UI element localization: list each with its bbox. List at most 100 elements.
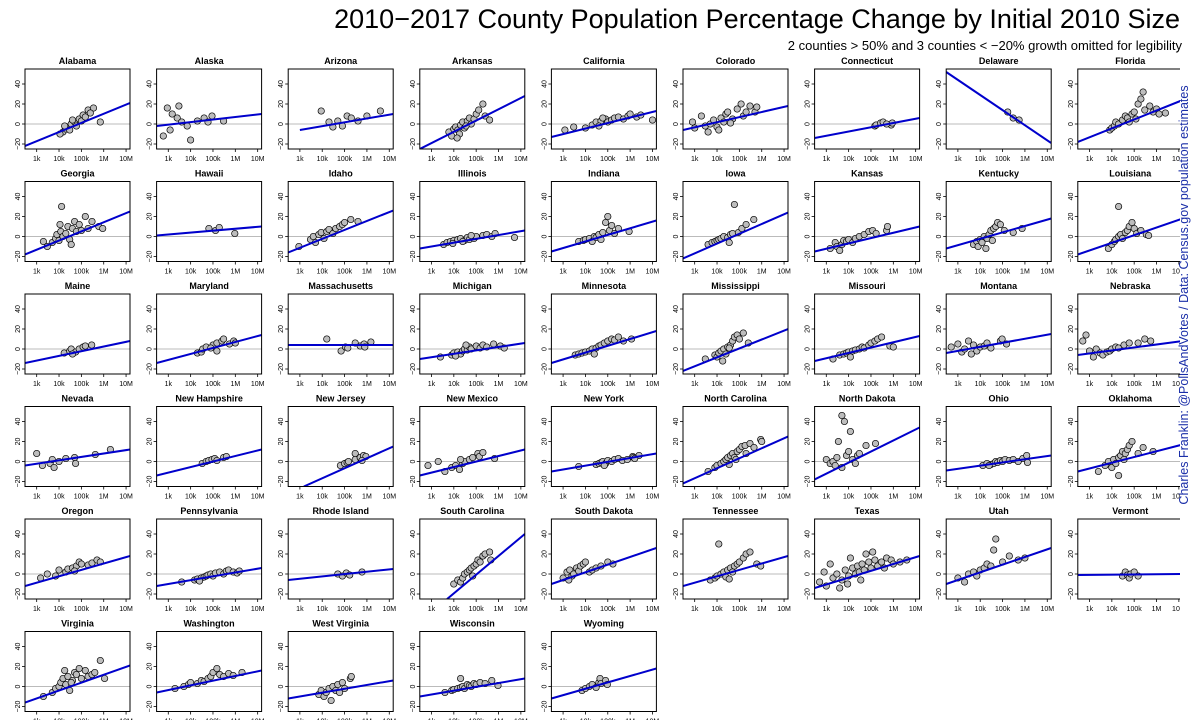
data-point — [961, 578, 969, 586]
x-tick-label: 1k — [296, 269, 304, 276]
data-point — [1161, 109, 1169, 117]
data-point — [724, 108, 732, 116]
data-point — [715, 126, 723, 134]
data-point — [1128, 218, 1136, 227]
panel-frame — [156, 293, 263, 375]
y-tick-label: −20 — [410, 700, 417, 712]
y-tick-label: −20 — [278, 138, 285, 150]
data-point — [725, 575, 733, 583]
y-tick-label: 0 — [15, 122, 22, 126]
data-point — [599, 114, 607, 122]
fit-line — [946, 71, 1052, 144]
y-tick-label: −20 — [15, 363, 22, 375]
y-tick-label: 0 — [410, 122, 417, 126]
x-tick-label: 1M — [362, 606, 372, 613]
fit-line — [814, 225, 920, 253]
x-tick-label: 1M — [362, 156, 372, 163]
x-tick-label: 1k — [1086, 269, 1094, 276]
y-tick-label: −20 — [673, 363, 680, 375]
panel-arkansas: Arkansas 1k 10k 100k 1M 10M −20 0 20 40 — [410, 56, 528, 163]
x-tick-label: 10M — [514, 606, 528, 613]
x-tick-label: 1k — [823, 381, 831, 388]
y-tick-label: 20 — [147, 438, 154, 446]
data-point — [208, 112, 216, 120]
y-tick-label: 40 — [15, 305, 22, 313]
y-tick-label: 20 — [278, 325, 285, 333]
y-tick-label: −20 — [673, 138, 680, 150]
y-tick-label: 20 — [805, 325, 812, 333]
x-tick-label: 1M — [230, 381, 240, 388]
data-point — [1141, 335, 1149, 343]
y-tick-label: 0 — [936, 459, 943, 463]
fit-line — [551, 110, 657, 138]
panel-title: Mississippi — [711, 281, 760, 291]
panel-title: Illinois — [458, 169, 487, 179]
y-tick-label: 20 — [1068, 213, 1075, 221]
y-tick-label: 0 — [541, 459, 548, 463]
data-point — [55, 566, 63, 574]
data-point — [954, 340, 962, 348]
panel-title: Iowa — [725, 169, 746, 179]
y-tick-label: 20 — [15, 663, 22, 671]
x-tick-label: 10M — [514, 269, 528, 276]
panel-title: North Dakota — [839, 394, 896, 404]
data-point — [730, 200, 738, 209]
y-tick-label: 0 — [15, 234, 22, 238]
panel-title: Missouri — [849, 281, 886, 291]
data-point — [490, 340, 498, 348]
y-tick-label: 20 — [410, 438, 417, 446]
x-tick-label: 1M — [757, 381, 767, 388]
x-tick-label: 10k — [448, 269, 460, 276]
fit-line — [551, 452, 657, 473]
x-tick-label: 10k — [53, 269, 65, 276]
data-point — [737, 100, 745, 108]
x-tick-label: 1M — [494, 719, 504, 720]
data-point — [231, 229, 239, 238]
fit-line — [25, 555, 130, 587]
panel-frame — [1077, 181, 1180, 262]
data-point — [1115, 471, 1123, 480]
panel-frame — [1077, 518, 1180, 600]
fit-line — [1077, 444, 1180, 473]
panel-title: Pennsylvania — [180, 506, 239, 516]
x-tick-label: 100k — [469, 269, 485, 276]
x-tick-label: 1k — [1086, 606, 1094, 613]
x-tick-label: 100k — [337, 606, 353, 613]
data-point — [992, 535, 1000, 543]
y-tick-label: 20 — [805, 550, 812, 558]
x-tick-label: 100k — [863, 156, 879, 163]
data-points — [826, 222, 892, 255]
panel-title: Nebraska — [1110, 281, 1152, 291]
panel-frame — [550, 68, 657, 150]
panel-washington: Washington 1k 10k 100k 1M 10M −20 0 20 40 — [147, 619, 265, 720]
x-tick-label: 10k — [711, 381, 723, 388]
x-tick-label: 1k — [33, 494, 41, 501]
y-tick-label: 0 — [278, 347, 285, 351]
panel-title: Alaska — [195, 56, 225, 66]
x-tick-label: 1k — [1086, 156, 1094, 163]
x-tick-label: 1k — [428, 269, 436, 276]
fit-line — [814, 555, 920, 589]
y-tick-label: 40 — [278, 80, 285, 88]
x-tick-label: 10M — [119, 494, 133, 501]
data-point — [1125, 339, 1133, 347]
y-tick-label: 0 — [1068, 459, 1075, 463]
x-tick-label: 1M — [99, 719, 109, 720]
panel-illinois: Illinois 1k 10k 100k 1M 10M −20 0 20 40 — [410, 169, 528, 276]
x-tick-label: 1k — [1086, 494, 1094, 501]
x-tick-label: 10k — [711, 494, 723, 501]
x-tick-label: 100k — [205, 719, 221, 720]
y-tick-label: 0 — [278, 684, 285, 688]
panel-frame — [287, 518, 394, 600]
x-tick-label: 1k — [428, 494, 436, 501]
y-tick-label: 0 — [541, 347, 548, 351]
data-points — [193, 335, 239, 357]
x-tick-label: 10k — [1106, 606, 1118, 613]
x-tick-label: 1M — [1152, 269, 1162, 276]
y-tick-label: 0 — [15, 459, 22, 463]
data-point — [735, 335, 743, 343]
x-tick-label: 1M — [230, 494, 240, 501]
panel-virginia: Virginia 1k 10k 100k 1M 10M −20 0 20 40 — [15, 619, 133, 720]
x-tick-label: 10M — [777, 156, 791, 163]
y-tick-label: −20 — [541, 138, 548, 150]
